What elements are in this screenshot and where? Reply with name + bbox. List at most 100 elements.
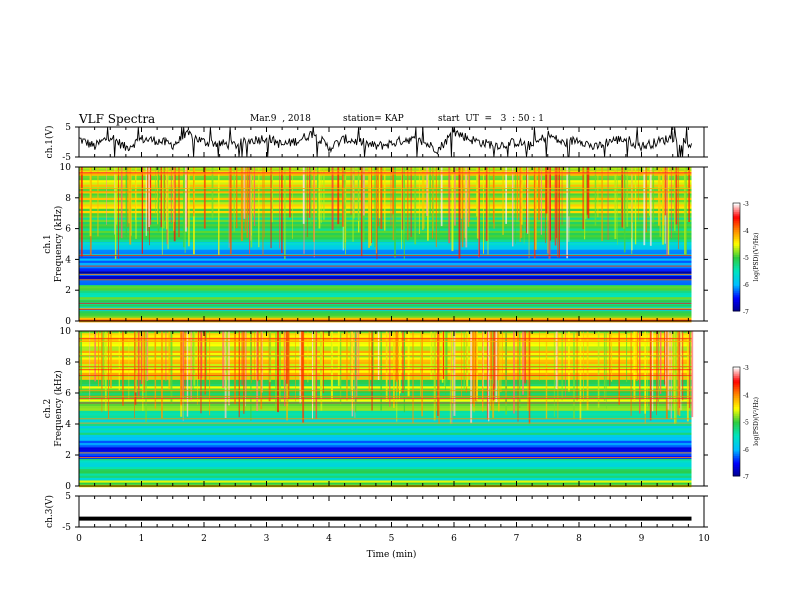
ch2-spectrogram-colorbar-tick: -4: [743, 392, 749, 399]
ch1-spectrogram-burst: [540, 167, 542, 235]
ch1-spectrogram-burst: [384, 167, 386, 231]
ch2-spectrogram-burst: [89, 331, 91, 401]
ch1-spectrogram-burst: [310, 167, 312, 225]
ch1-spectrogram-colorbar-cell: [733, 242, 740, 245]
ch1-spectrogram-burst: [403, 167, 405, 259]
ch1-spectrogram-burst: [478, 167, 480, 257]
ch1-spectrogram-band-row: [79, 271, 692, 274]
ch1-spectrogram-colorbar-cell: [733, 307, 740, 310]
ch2-spectrogram-band-row: [79, 471, 692, 474]
ch1-spectrogram-burst: [203, 167, 206, 229]
ch1-spectrogram-burst: [554, 167, 557, 246]
ch2-spectrogram-colorbar-cell: [733, 439, 740, 442]
ch1-spectrogram-colorbar-cell: [733, 240, 740, 244]
ch2-spectrogram-band-row: [79, 473, 692, 476]
ch2-spectrogram-band-row: [79, 464, 692, 468]
ch1-spectrogram-burst: [374, 167, 376, 248]
ch1-spectrogram-burst: [527, 167, 529, 234]
ch1-spectrogram-colorbar-cell: [733, 226, 740, 229]
ch1-spectrogram-burst: [317, 167, 319, 228]
ch2-spectrogram-band-row: [79, 370, 692, 374]
ch2-spectrogram-band-row: [79, 430, 692, 433]
ch1-spectrogram-burst: [380, 167, 383, 229]
ch2-spectrogram-band-row: [79, 466, 692, 470]
ch1-spectrogram-colorbar-cell: [733, 271, 740, 274]
ch1-spectrogram-burst: [80, 167, 83, 257]
ch2-spectrogram-burst: [241, 331, 243, 386]
ch1-spectrogram-burst: [464, 167, 466, 238]
ch2-spectrogram-burst: [354, 331, 357, 413]
ch1-spectrogram-colorbar-cell: [733, 275, 740, 278]
ch2-spectrogram-colorbar-cell: [733, 437, 740, 441]
ch1-spectrogram-burst: [244, 167, 246, 231]
ch1-spectrogram-colorbar-cell: [733, 213, 740, 217]
ch1-spectrogram-colorbar-cell: [733, 285, 740, 289]
ch1-spectrogram-burst: [173, 167, 176, 242]
ch1-spectrogram-band-row: [79, 304, 692, 307]
ch2-spectrogram-ytick-label: 8: [65, 358, 71, 368]
ch1-spectrogram-burst: [318, 167, 321, 229]
ch2-spectrogram-burst: [524, 331, 527, 384]
ch1-spectrogram-burst: [211, 167, 214, 219]
ch1-spectrogram-band-row: [79, 256, 692, 259]
ch1-spectrogram-burst: [376, 167, 378, 260]
ch2-spectrogram-burst: [603, 331, 606, 401]
ch1-spectrogram-burst: [128, 167, 130, 224]
ch2-spectrogram-burst: [337, 331, 340, 386]
ch1-spectrogram-band-row: [79, 251, 692, 255]
ch2-spectrogram-band-row: [79, 377, 692, 380]
ch2-spectrogram-burst: [644, 331, 646, 414]
ch1-spectrogram-burst: [173, 167, 175, 231]
ch1-spectrogram-burst: [523, 167, 525, 244]
ch1-spectrogram-burst: [157, 167, 160, 232]
ch1-spectrogram-colorbar-cell: [733, 258, 740, 262]
ch1-spectrogram-ytick-label: 6: [65, 225, 71, 235]
ch2-spectrogram-band-row: [79, 359, 692, 363]
ch1-spectrogram-burst: [631, 167, 633, 254]
ch2-spectrogram-burst: [245, 331, 247, 396]
ch1-spectrogram-burst: [547, 167, 549, 254]
ch1-spectrogram-colorbar-cell: [733, 221, 740, 224]
ch1-spectrogram-band-row: [79, 258, 692, 261]
ch1-spectrogram-burst: [352, 167, 354, 242]
ch1-spectrogram-burst: [253, 167, 256, 226]
ch2-spectrogram-tone-line: [79, 375, 692, 377]
ch1-spectrogram-burst: [118, 167, 119, 259]
ch2-spectrogram-burst: [396, 331, 399, 393]
ch2-spectrogram-colorbar-cell: [733, 432, 740, 435]
ch2-spectrogram-band-row: [79, 379, 692, 383]
ch2-spectrogram-tone-line: [79, 452, 692, 454]
ch2-spectrogram-burst: [389, 331, 391, 407]
ch1-spectrogram-burst: [371, 167, 372, 243]
ch2-spectrogram-burst: [472, 331, 474, 404]
ch1-spectrogram-colorbar-cell: [733, 278, 740, 281]
ch1-spectrogram-burst: [617, 167, 618, 245]
ch1-spectrogram-colorbar-cell: [733, 206, 740, 209]
ch2-spectrogram-colorbar-tick: -7: [743, 474, 749, 481]
ch1-spectrogram-band-row: [79, 230, 692, 234]
ch1-spectrogram-colorbar-cell: [733, 231, 740, 235]
ch1-spectrogram-burst: [515, 167, 516, 244]
ch2-spectrogram-burst: [122, 331, 124, 406]
ch1-spectrogram-band-row: [79, 315, 692, 318]
ch2-spectrogram-band-row: [79, 443, 692, 446]
ch1-spectrogram-burst: [362, 167, 365, 216]
ch2-spectrogram-burst: [517, 331, 519, 422]
ch1-spectrogram-burst: [116, 167, 118, 225]
ch2-spectrogram-colorbar-cell: [733, 436, 740, 439]
ch2-spectrogram-colorbar: -3 -4 -5 -6 -7 log(PSD)(V²/Hz): [732, 365, 760, 481]
ch1-spectrogram-colorbar-cell: [733, 296, 740, 299]
ch2-spectrogram-burst: [522, 331, 524, 395]
ch2-spectrogram-burst: [307, 331, 309, 383]
ch1-spectrogram-burst: [528, 167, 530, 259]
ch2-spectrogram-burst: [380, 331, 382, 411]
ch2-spectrogram-burst: [513, 331, 515, 414]
ch1-spectrogram-colorbar-cell: [733, 217, 740, 220]
ch1-spectrogram-colorbar-cell: [733, 287, 740, 290]
ch2-spectrogram-colorbar-cell: [733, 396, 740, 399]
ch2-spectrogram-burst: [312, 331, 313, 419]
ch1-spectrogram-burst: [145, 167, 147, 236]
figure-title: VLF Spectra: [79, 112, 156, 126]
ch2-spectrogram-burst: [420, 331, 421, 397]
